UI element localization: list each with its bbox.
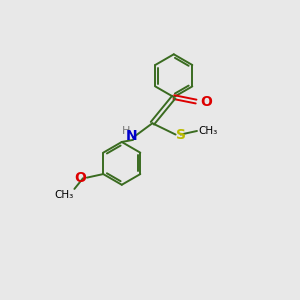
Text: N: N (126, 129, 137, 143)
Text: CH₃: CH₃ (198, 126, 218, 136)
Text: O: O (200, 94, 212, 109)
Text: S: S (176, 128, 186, 142)
Text: CH₃: CH₃ (55, 190, 74, 200)
Text: O: O (74, 171, 86, 184)
Text: H: H (122, 126, 131, 136)
